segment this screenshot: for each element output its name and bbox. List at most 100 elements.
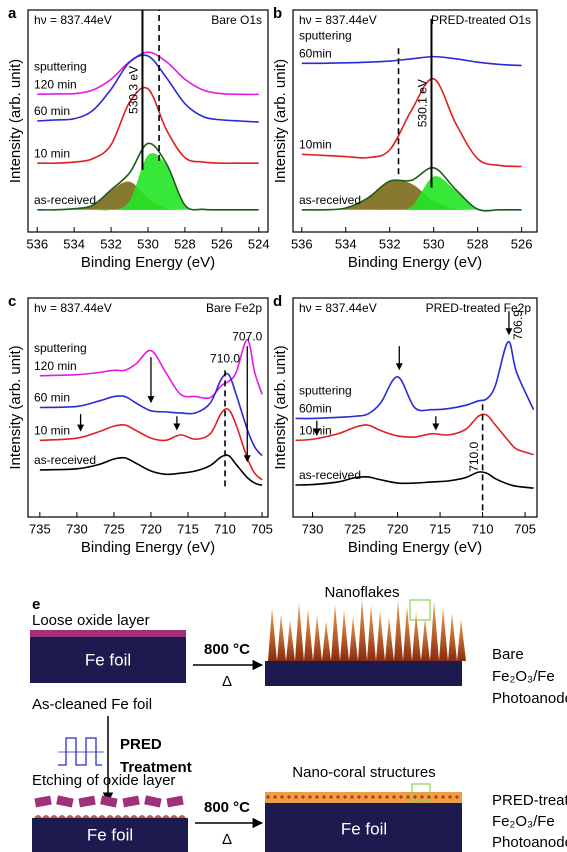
pulse-icon xyxy=(58,737,102,766)
spectrum-line xyxy=(39,407,263,481)
spectrum-line xyxy=(301,167,522,212)
coral xyxy=(308,795,312,799)
spectrum-line xyxy=(37,51,259,96)
x-tick-label: 534 xyxy=(335,236,357,251)
coral xyxy=(287,795,291,799)
x-tick-label: 710 xyxy=(214,521,236,536)
y-axis-label: Intensity (arb. unit) xyxy=(7,59,24,183)
x-tick-label: 715 xyxy=(177,521,199,536)
label: Δ xyxy=(222,831,232,848)
bump xyxy=(50,815,58,818)
coral xyxy=(434,795,438,799)
chart-title: hν = 837.44eV xyxy=(34,13,112,27)
coral xyxy=(441,795,445,799)
flake xyxy=(340,610,349,661)
arrow-label: 707.0 xyxy=(232,329,262,343)
x-tick-label: 735 xyxy=(29,521,51,536)
series-label: 10min xyxy=(299,137,332,151)
y-axis-label: Intensity (arb. unit) xyxy=(7,345,24,469)
chip xyxy=(122,795,140,808)
chip xyxy=(100,795,118,808)
flake xyxy=(376,611,385,661)
x-tick-label: 528 xyxy=(467,236,489,251)
spectrum-line xyxy=(39,372,263,457)
label: 800 °C xyxy=(204,641,250,658)
bump xyxy=(130,815,138,818)
chart-subtitle: PRED-treated O1s xyxy=(431,13,531,27)
flake xyxy=(430,601,439,661)
arrow-head xyxy=(505,328,513,336)
x-tick-label: 534 xyxy=(63,236,85,251)
bump xyxy=(138,815,146,818)
x-tick-label: 530 xyxy=(137,236,159,251)
x-tick-label: 730 xyxy=(302,521,324,536)
label: Etching of oxide layer xyxy=(32,772,175,789)
label: Fe foil xyxy=(87,825,133,844)
flake xyxy=(322,621,331,661)
flake xyxy=(313,615,322,661)
reference-label: 530.1 eV xyxy=(416,79,430,127)
bump xyxy=(122,815,130,818)
chart-title: hν = 837.44eV xyxy=(299,13,377,27)
spectrum-line xyxy=(295,413,534,456)
flake xyxy=(439,607,448,661)
bump xyxy=(42,815,50,818)
flake xyxy=(421,618,430,661)
arrow-head xyxy=(77,424,85,432)
coral xyxy=(294,795,298,799)
coral xyxy=(399,795,403,799)
flake xyxy=(304,609,313,661)
x-tick-label: 705 xyxy=(514,521,536,536)
spectrum-line xyxy=(295,340,535,420)
x-tick-label: 524 xyxy=(248,236,270,251)
series-label: 60 min xyxy=(34,391,70,405)
flake xyxy=(349,616,358,661)
flake xyxy=(412,612,421,661)
bump xyxy=(34,815,42,818)
coral xyxy=(448,795,452,799)
series-label: 60min xyxy=(299,402,332,416)
coral xyxy=(406,795,410,799)
coral xyxy=(329,795,333,799)
coral xyxy=(413,795,417,799)
label: Nanoflakes xyxy=(324,584,399,601)
arrow-head xyxy=(432,423,440,431)
spectrum-line xyxy=(301,55,522,67)
series-label: 10 min xyxy=(34,424,70,438)
chip xyxy=(144,795,162,808)
series-header: sputtering xyxy=(34,60,87,74)
plot-frame xyxy=(292,9,538,233)
series-label: 120 min xyxy=(34,78,77,92)
coral-layer xyxy=(265,792,462,803)
bump xyxy=(98,815,106,818)
bump xyxy=(170,815,178,818)
spectrum-line xyxy=(39,454,263,487)
coral xyxy=(266,795,270,799)
label: Bare xyxy=(492,646,524,663)
fit-component xyxy=(301,180,522,210)
chart-title: hν = 837.44eV xyxy=(299,301,377,315)
series-header: sputtering xyxy=(299,28,352,42)
x-tick-label: 526 xyxy=(211,236,233,251)
arrow-head xyxy=(243,455,251,463)
bump xyxy=(74,815,82,818)
coral xyxy=(455,795,459,799)
flake xyxy=(403,606,412,661)
x-axis-label: Binding Energy (eV) xyxy=(81,254,215,271)
flake xyxy=(385,617,394,661)
bump xyxy=(162,815,170,818)
label: Treatment xyxy=(120,759,192,776)
spectrum-line xyxy=(295,471,534,489)
coral xyxy=(357,795,361,799)
reference-label: 710.0 xyxy=(467,441,481,471)
coral xyxy=(301,795,305,799)
coral xyxy=(385,795,389,799)
fe-foil xyxy=(32,818,188,852)
x-tick-label: 528 xyxy=(174,236,196,251)
label: Nano-coral structures xyxy=(292,764,435,781)
panel-letter: e xyxy=(32,596,40,613)
flake xyxy=(367,605,376,661)
x-tick-label: 532 xyxy=(100,236,122,251)
coral xyxy=(315,795,319,799)
zoom-box xyxy=(409,599,431,621)
